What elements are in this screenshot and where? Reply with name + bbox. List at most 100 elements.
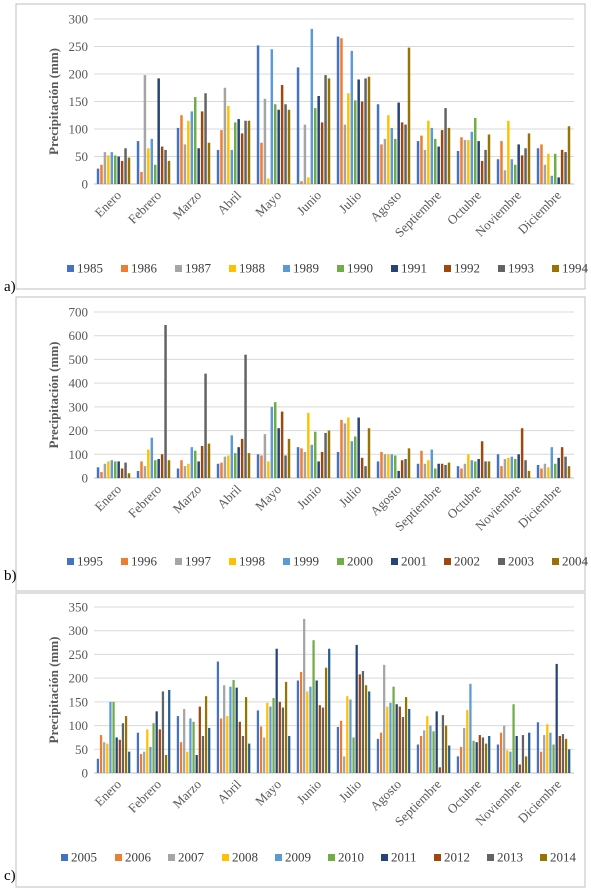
bar-1985-diciembre — [536, 148, 540, 184]
bar-2000-octubre — [474, 461, 477, 478]
bar-2002-junio — [320, 451, 324, 478]
bar-1993-abril — [244, 120, 247, 184]
bar-2010-enero — [112, 701, 115, 773]
bar-2014-agosto — [404, 697, 408, 773]
bar-1990-octubre — [474, 118, 477, 184]
x-tick-label-julio: Julio — [336, 482, 364, 510]
bar-2015-junio — [328, 648, 331, 773]
legend-swatch-2011 — [381, 854, 388, 861]
y-tick-label: 500 — [69, 352, 89, 367]
bar-2002-septiembre — [440, 463, 444, 478]
bar-1993-octubre — [484, 149, 487, 184]
x-tick-label-enero: Enero — [92, 482, 125, 515]
legend-label-2007: 2007 — [178, 850, 205, 865]
bar-2000-diciembre — [554, 463, 557, 478]
bar-1987-julio — [343, 124, 347, 184]
bar-1992-mayo — [280, 85, 284, 184]
bar-2012-abril — [238, 721, 241, 773]
bar-2013-enero — [121, 723, 125, 773]
bar-2013-agosto — [401, 717, 405, 773]
bar-2009-agosto — [389, 702, 392, 773]
bar-1987-abril — [223, 87, 227, 184]
bar-2005-febrero — [136, 732, 140, 773]
bar-1987-mayo — [263, 98, 267, 184]
legend-swatch-1992 — [444, 265, 451, 272]
bar-1988-agosto — [387, 115, 390, 184]
bar-2005-enero — [96, 758, 100, 773]
legend-swatch-1987 — [175, 265, 182, 272]
bar-1994-julio — [367, 76, 371, 184]
bar-2015-diciembre — [568, 749, 571, 773]
bar-2009-mayo — [269, 706, 272, 773]
bar-1998-mayo — [267, 461, 270, 478]
bar-2010-agosto — [392, 686, 395, 773]
legend-swatch-1997 — [175, 558, 182, 565]
bar-2004-julio — [367, 428, 371, 478]
bar-2015-octubre — [488, 736, 491, 773]
bar-1994-abril — [247, 120, 251, 184]
bar-1989-noviembre — [510, 159, 514, 184]
bar-2004-diciembre — [567, 466, 571, 478]
bar-2012-mayo — [278, 701, 281, 773]
bar-2010-marzo — [192, 721, 195, 773]
bar-2000-junio — [314, 431, 317, 478]
bar-2010-julio — [352, 737, 355, 773]
bar-1989-mayo — [270, 49, 274, 184]
x-tick-label-agosto: Agosto — [367, 482, 404, 519]
bar-1991-marzo — [197, 148, 200, 184]
legend-swatch-1989 — [283, 265, 290, 272]
y-tick-label: 0 — [82, 177, 89, 192]
bar-1997-mayo — [263, 434, 267, 478]
bar-1996-septiembre — [420, 450, 423, 478]
bar-1999-junio — [310, 444, 314, 478]
bar-1988-febrero — [147, 148, 150, 184]
y-tick-label: 100 — [69, 122, 89, 137]
bar-1985-septiembre — [416, 141, 420, 184]
bar-1990-junio — [314, 108, 317, 184]
bar-2015-enero — [128, 751, 131, 773]
bar-1998-febrero — [147, 449, 150, 478]
bar-1992-septiembre — [440, 130, 444, 184]
bar-1992-enero — [120, 160, 124, 184]
x-tick-label-febrero: Febrero — [125, 482, 164, 521]
bar-2007-noviembre — [503, 725, 506, 773]
bar-2002-mayo — [280, 411, 284, 478]
bar-1987-junio — [303, 124, 307, 184]
bar-1987-septiembre — [423, 149, 427, 184]
bar-2003-septiembre — [444, 464, 447, 478]
bar-1997-diciembre — [543, 463, 547, 478]
legend-label-2006: 2006 — [125, 850, 152, 865]
bar-1997-febrero — [143, 466, 147, 478]
bar-1990-febrero — [154, 164, 157, 184]
bar-1994-febrero — [167, 160, 171, 184]
bar-2009-febrero — [149, 746, 152, 773]
bar-1996-noviembre — [500, 466, 503, 478]
bar-1990-septiembre — [434, 138, 437, 184]
bar-2006-junio — [299, 671, 303, 773]
bar-1998-octubre — [467, 454, 470, 478]
bar-1997-enero — [103, 463, 107, 478]
x-tick-label-diciembre: Diciembre — [515, 187, 565, 237]
bar-2010-diciembre — [552, 744, 555, 773]
bar-2011-enero — [115, 737, 118, 773]
legend-label-1990: 1990 — [347, 261, 373, 276]
x-tick-label-enero: Enero — [92, 188, 125, 221]
legend-label-2012: 2012 — [444, 850, 470, 865]
bar-1986-enero — [100, 164, 103, 184]
legend-label-1991: 1991 — [401, 261, 427, 276]
bar-2008-agosto — [386, 706, 389, 773]
bar-2000-marzo — [194, 450, 197, 478]
bar-2013-abril — [241, 736, 245, 773]
bar-2001-abril — [237, 447, 240, 478]
legend-swatch-2013 — [487, 854, 494, 861]
y-axis-label: Precipitación (mm) — [46, 342, 61, 449]
bar-2012-agosto — [398, 706, 401, 773]
legend-label-2014: 2014 — [550, 850, 577, 865]
bar-2003-febrero — [164, 325, 167, 478]
panel-label: a) — [4, 279, 16, 295]
legend-label-2004: 2004 — [562, 554, 589, 569]
bar-2006-marzo — [179, 742, 183, 773]
bar-2004-marzo — [207, 443, 211, 478]
bar-2002-noviembre — [520, 428, 524, 478]
bar-2010-abril — [232, 680, 235, 773]
